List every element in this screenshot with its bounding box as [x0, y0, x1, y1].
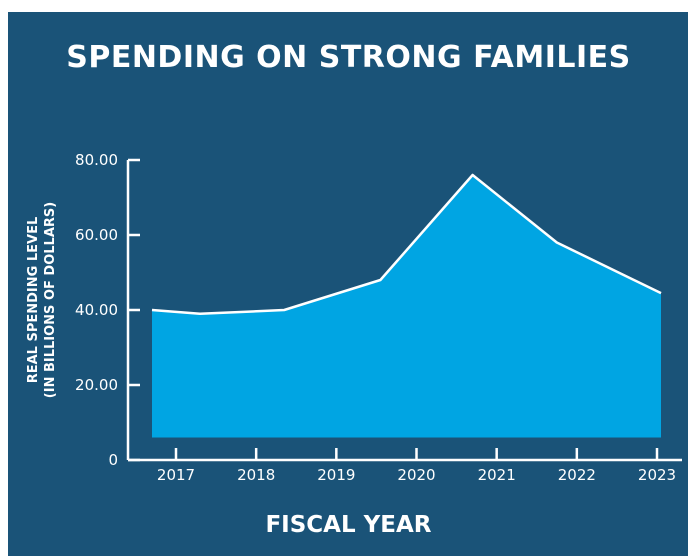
- chart-title: SPENDING ON STRONG FAMILIES: [66, 40, 631, 75]
- y-axis-ticks: 0 20.00 40.00 60.00 80.00: [75, 151, 140, 469]
- y-tick-label: 0: [108, 451, 118, 469]
- area-fill: [152, 175, 661, 438]
- x-tick-label: 2021: [478, 466, 516, 484]
- x-tick-label: 2022: [558, 466, 596, 484]
- x-tick-label: 2020: [397, 466, 435, 484]
- y-axis-label: REAL SPENDING LEVEL (IN BILLIONS OF DOLL…: [25, 202, 59, 398]
- y-axis-label-line-1: REAL SPENDING LEVEL: [26, 216, 41, 384]
- x-tick-label: 2017: [157, 466, 195, 484]
- y-tick-label: 20.00: [75, 376, 118, 394]
- x-tick-label: 2019: [317, 466, 355, 484]
- x-axis-label: FISCAL YEAR: [265, 512, 432, 538]
- y-tick-label: 60.00: [75, 226, 118, 244]
- area-line: [151, 173, 662, 316]
- y-axis-label-line-2: (IN BILLIONS OF DOLLARS): [43, 201, 58, 399]
- x-tick-label: 2023: [638, 466, 676, 484]
- x-axis-ticks: 2017 2018 2019 2020 2021 2022 2023: [157, 448, 676, 484]
- y-tick-label: 80.00: [75, 151, 118, 169]
- x-tick-label: 2018: [237, 466, 275, 484]
- y-tick-label: 40.00: [75, 301, 118, 319]
